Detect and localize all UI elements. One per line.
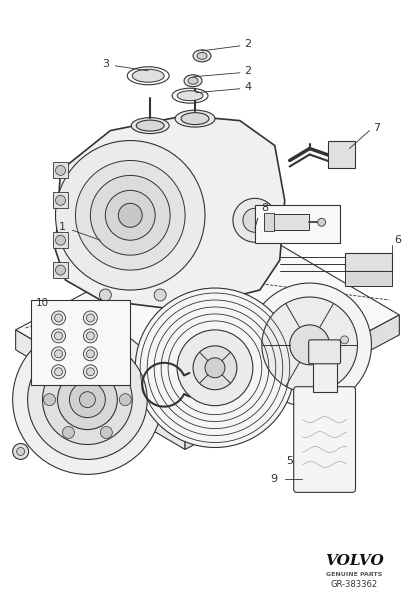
- Bar: [264, 215, 309, 230]
- Text: 2: 2: [244, 39, 252, 49]
- Circle shape: [62, 427, 74, 439]
- Circle shape: [318, 218, 326, 226]
- Text: 5: 5: [286, 456, 293, 466]
- Circle shape: [58, 370, 117, 430]
- Circle shape: [16, 448, 25, 456]
- Circle shape: [119, 394, 131, 406]
- Polygon shape: [55, 115, 285, 310]
- Circle shape: [28, 340, 147, 459]
- Circle shape: [51, 347, 65, 361]
- Ellipse shape: [131, 118, 169, 133]
- Bar: [53, 162, 69, 178]
- Circle shape: [290, 325, 330, 365]
- Circle shape: [76, 160, 185, 270]
- Circle shape: [233, 198, 277, 242]
- Bar: [328, 141, 356, 168]
- Circle shape: [55, 350, 62, 358]
- Ellipse shape: [197, 52, 207, 59]
- FancyBboxPatch shape: [294, 386, 356, 492]
- Circle shape: [62, 361, 74, 373]
- Circle shape: [86, 350, 95, 358]
- Circle shape: [69, 382, 105, 418]
- Circle shape: [83, 365, 97, 379]
- Bar: [313, 360, 337, 392]
- Circle shape: [100, 427, 112, 439]
- Circle shape: [219, 289, 231, 301]
- Text: 8: 8: [261, 203, 268, 213]
- Circle shape: [83, 311, 97, 325]
- Circle shape: [205, 358, 225, 378]
- Circle shape: [83, 329, 97, 343]
- Bar: [53, 192, 69, 209]
- Circle shape: [248, 283, 372, 407]
- Bar: [264, 213, 274, 231]
- Text: 1: 1: [59, 222, 66, 232]
- Ellipse shape: [181, 112, 209, 124]
- Text: 2: 2: [244, 66, 252, 76]
- Ellipse shape: [132, 69, 164, 82]
- Circle shape: [118, 203, 142, 227]
- Circle shape: [13, 444, 29, 459]
- Circle shape: [135, 288, 295, 448]
- Ellipse shape: [136, 120, 164, 131]
- Text: 3: 3: [102, 59, 109, 69]
- Text: GENUINE PARTS: GENUINE PARTS: [326, 572, 383, 576]
- Circle shape: [55, 195, 65, 206]
- Text: VOLVO: VOLVO: [325, 554, 384, 568]
- Circle shape: [100, 361, 112, 373]
- Text: 9: 9: [270, 474, 278, 484]
- Circle shape: [341, 336, 349, 344]
- Text: GR-383362: GR-383362: [331, 579, 378, 588]
- Circle shape: [99, 289, 111, 301]
- Bar: [255, 206, 339, 243]
- Polygon shape: [16, 330, 185, 450]
- Circle shape: [86, 314, 95, 322]
- Circle shape: [154, 289, 166, 301]
- Text: 4: 4: [244, 82, 252, 92]
- Circle shape: [44, 394, 55, 406]
- Circle shape: [86, 332, 95, 340]
- Circle shape: [177, 330, 253, 406]
- Circle shape: [83, 347, 97, 361]
- Circle shape: [90, 175, 170, 255]
- Polygon shape: [185, 315, 399, 450]
- Circle shape: [51, 329, 65, 343]
- Circle shape: [79, 392, 95, 407]
- Circle shape: [262, 297, 358, 392]
- Circle shape: [13, 325, 162, 474]
- Bar: [30, 300, 130, 385]
- Circle shape: [55, 265, 65, 275]
- Circle shape: [55, 368, 62, 376]
- Text: 6: 6: [395, 235, 402, 245]
- Circle shape: [193, 346, 237, 389]
- Ellipse shape: [188, 78, 198, 84]
- Polygon shape: [16, 215, 399, 430]
- Circle shape: [55, 235, 65, 245]
- Circle shape: [51, 311, 65, 325]
- Circle shape: [243, 209, 267, 232]
- Ellipse shape: [175, 110, 215, 127]
- Circle shape: [43, 355, 132, 445]
- Ellipse shape: [193, 50, 211, 62]
- Circle shape: [86, 368, 95, 376]
- Circle shape: [55, 165, 65, 175]
- Ellipse shape: [184, 75, 202, 87]
- Circle shape: [105, 191, 155, 240]
- Bar: [344, 253, 393, 271]
- Ellipse shape: [177, 91, 203, 101]
- Circle shape: [55, 332, 62, 340]
- Circle shape: [51, 365, 65, 379]
- Bar: [344, 271, 393, 286]
- Circle shape: [55, 141, 205, 290]
- Bar: [53, 232, 69, 248]
- Text: 7: 7: [373, 123, 380, 133]
- Bar: [53, 262, 69, 278]
- FancyBboxPatch shape: [309, 340, 341, 364]
- Text: 10: 10: [36, 298, 48, 308]
- Circle shape: [55, 314, 62, 322]
